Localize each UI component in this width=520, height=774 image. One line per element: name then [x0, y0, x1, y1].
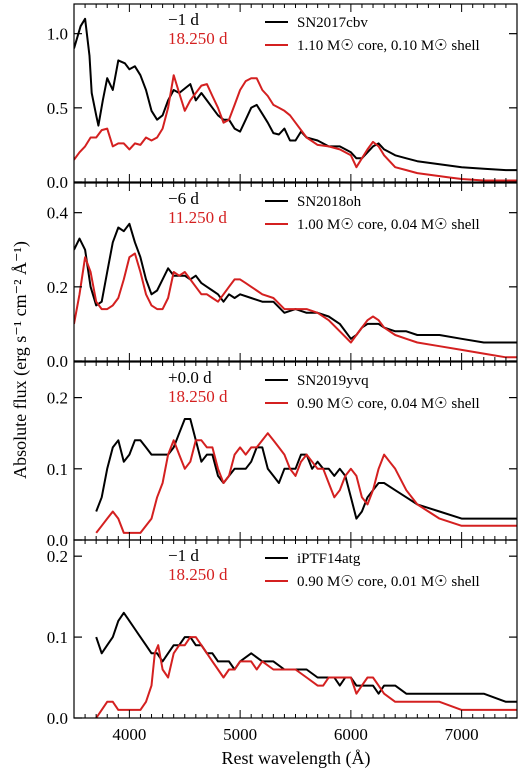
model-epoch-label: 11.250 d: [168, 208, 227, 227]
panel-2: 0.0 0.2 0.4 −6 d11.250 d SN2018oh 1.00 M☉ cor…: [47, 182, 518, 371]
y-tick-label: 0.0: [47, 352, 68, 371]
spectrum-line-observed: [95, 418, 517, 520]
panel-4: 0.0 0.1 0.2 −1 d18.250 d iPTF14atg 0.90 M☉ co…: [47, 539, 518, 728]
y-tick-label: 0.2: [47, 547, 68, 566]
x-tick-label: 5000: [223, 725, 257, 744]
x-tick-label: 7000: [445, 725, 479, 744]
legend-label: 0.90 M☉ core, 0.04 M☉ shell: [297, 396, 480, 412]
x-axis-label: Rest wavelength (Å): [222, 748, 371, 769]
spectrum-line-observed: [74, 17, 517, 172]
y-tick-label: 0.1: [47, 628, 68, 647]
legend-label: SN2018oh: [297, 194, 362, 210]
y-tick-label: 0.2: [47, 389, 68, 408]
spectrum-line-model: [95, 432, 517, 534]
y-tick-label: 0.2: [47, 278, 68, 297]
legend-label: 1.10 M☉ core, 0.10 M☉ shell: [297, 38, 480, 54]
y-axis-label: Absolute flux (erg s⁻¹ cm⁻² Å⁻¹): [10, 241, 31, 479]
observed-epoch-label: +0.0 d: [168, 368, 212, 387]
y-tick-label: 0.0: [47, 173, 68, 192]
observed-epoch-label: −1 d: [168, 10, 199, 29]
model-epoch-label: 18.250 d: [168, 29, 228, 48]
y-tick-label: 0.5: [47, 99, 68, 118]
y-tick-label: 0.0: [47, 531, 68, 550]
spectrum-line-model: [95, 636, 517, 718]
y-tick-label: 0.1: [47, 460, 68, 479]
legend-label: 1.00 M☉ core, 0.04 M☉ shell: [297, 217, 480, 233]
spectrum-line-observed: [95, 611, 517, 703]
legend-label: SN2017cbv: [297, 15, 368, 31]
model-epoch-label: 18.250 d: [168, 387, 228, 406]
legend-label: 0.90 M☉ core, 0.01 M☉ shell: [297, 574, 480, 590]
y-tick-label: 0.0: [47, 709, 68, 728]
panel-1: 0.0 0.5 1.0 −1 d18.250 d SN2017cbv 1.10 M☉ co…: [47, 3, 518, 192]
legend-label: iPTF14atg: [297, 551, 361, 567]
panel-frame: [73, 3, 518, 183]
observed-epoch-label: −1 d: [168, 546, 199, 565]
x-tick-label: 6000: [334, 725, 368, 744]
panel-frame: [73, 361, 518, 541]
observed-epoch-label: −6 d: [168, 189, 199, 208]
model-epoch-label: 18.250 d: [168, 565, 228, 584]
panel-3: 0.0 0.1 0.2 +0.0 d18.250 d SN2019yvq 0.90 M☉ …: [47, 361, 518, 550]
x-tick-label: 4000: [112, 725, 146, 744]
spectrum-line-model: [74, 252, 517, 359]
spectrum-line-observed: [74, 222, 517, 344]
y-tick-label: 1.0: [47, 25, 68, 44]
y-tick-label: 0.4: [47, 204, 69, 223]
panel-frame: [73, 539, 518, 719]
legend-label: SN2019yvq: [297, 373, 369, 389]
spectrum-line-model: [74, 74, 517, 182]
